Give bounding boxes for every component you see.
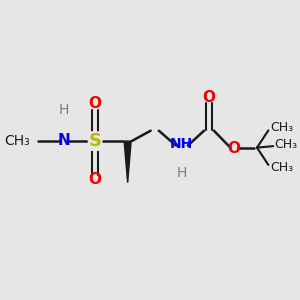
Text: O: O xyxy=(202,90,215,105)
Text: CH₃: CH₃ xyxy=(274,138,298,151)
Text: H: H xyxy=(59,103,69,117)
Text: CH₃: CH₃ xyxy=(270,121,293,134)
Text: S: S xyxy=(88,132,102,150)
Text: H: H xyxy=(177,166,187,180)
Text: O: O xyxy=(228,141,241,156)
Text: CH₃: CH₃ xyxy=(4,134,30,148)
Text: N: N xyxy=(58,133,70,148)
Text: O: O xyxy=(88,96,102,111)
Polygon shape xyxy=(124,141,131,183)
Text: NH: NH xyxy=(170,137,194,151)
Text: CH₃: CH₃ xyxy=(270,161,293,174)
Text: O: O xyxy=(88,172,102,187)
